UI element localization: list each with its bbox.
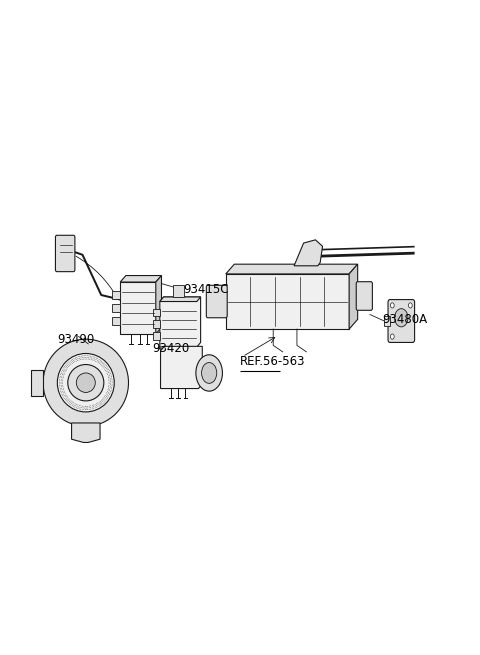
Text: 93415C: 93415C xyxy=(183,284,228,296)
Circle shape xyxy=(196,355,222,391)
FancyBboxPatch shape xyxy=(56,235,75,272)
Ellipse shape xyxy=(68,365,104,401)
Bar xyxy=(153,309,160,316)
Circle shape xyxy=(390,303,394,308)
Polygon shape xyxy=(120,282,156,334)
Text: 93420: 93420 xyxy=(152,342,190,355)
Ellipse shape xyxy=(76,373,96,392)
FancyBboxPatch shape xyxy=(388,299,415,343)
Polygon shape xyxy=(160,297,201,301)
Circle shape xyxy=(390,334,394,339)
Polygon shape xyxy=(120,276,161,282)
Polygon shape xyxy=(349,264,358,329)
Polygon shape xyxy=(160,346,202,388)
Circle shape xyxy=(408,303,412,308)
Circle shape xyxy=(395,309,408,327)
Bar xyxy=(384,316,390,326)
Ellipse shape xyxy=(57,354,114,412)
Text: 93490: 93490 xyxy=(57,333,95,346)
Polygon shape xyxy=(226,264,358,274)
FancyBboxPatch shape xyxy=(206,286,227,318)
Bar xyxy=(112,304,120,312)
Bar xyxy=(153,332,160,340)
FancyBboxPatch shape xyxy=(356,282,372,310)
Ellipse shape xyxy=(43,339,129,426)
Bar xyxy=(112,291,120,299)
Polygon shape xyxy=(156,276,161,334)
Polygon shape xyxy=(31,369,43,396)
Polygon shape xyxy=(226,274,349,329)
Polygon shape xyxy=(72,423,100,442)
Polygon shape xyxy=(160,297,201,347)
Text: REF.56-563: REF.56-563 xyxy=(240,356,305,368)
Circle shape xyxy=(202,363,217,383)
Polygon shape xyxy=(294,240,323,266)
Text: 93480A: 93480A xyxy=(383,312,428,326)
Bar xyxy=(153,320,160,328)
Bar xyxy=(112,317,120,325)
Bar xyxy=(173,286,184,297)
